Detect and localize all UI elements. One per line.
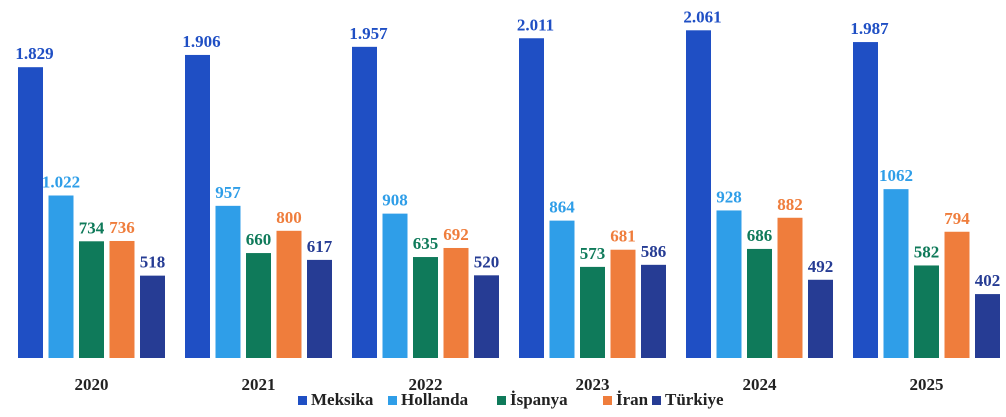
data-label: 1062	[879, 166, 913, 185]
bar	[747, 248, 772, 358]
bar	[883, 189, 909, 358]
bar	[944, 231, 970, 358]
data-label: 794	[944, 209, 970, 228]
bar	[109, 240, 135, 358]
legend-swatch	[298, 396, 307, 405]
bar	[686, 30, 711, 359]
legend-label: Türkiye	[665, 390, 724, 409]
data-label: 1.987	[850, 19, 889, 38]
data-label: 734	[79, 218, 105, 237]
data-label: 686	[747, 226, 773, 245]
legend-swatch	[603, 396, 612, 405]
x-tick-label: 2020	[75, 375, 109, 394]
bar	[808, 279, 833, 358]
x-tick-label: 2023	[576, 375, 610, 394]
data-label: 660	[246, 230, 272, 249]
data-label: 492	[808, 257, 834, 276]
bar	[975, 294, 1000, 358]
data-label: 928	[716, 187, 742, 206]
x-tick-label: 2025	[910, 375, 944, 394]
bar	[580, 266, 605, 358]
bar	[185, 54, 210, 359]
data-label: 864	[549, 198, 575, 217]
data-label: 518	[140, 253, 166, 272]
data-label: 2.061	[683, 7, 721, 26]
bar	[716, 210, 742, 358]
data-label: 1.829	[15, 44, 53, 63]
data-label: 2.011	[517, 15, 554, 34]
data-label: 1.906	[182, 32, 220, 51]
data-label: 957	[215, 183, 241, 202]
legend-label: İspanya	[510, 390, 568, 409]
legend-label: İran	[616, 390, 649, 409]
legend-swatch	[652, 396, 661, 405]
data-label: 617	[307, 237, 333, 256]
bar	[549, 220, 575, 358]
bar	[610, 249, 636, 358]
bar	[641, 264, 666, 358]
bar	[519, 38, 544, 358]
bar	[914, 265, 939, 358]
bar	[443, 247, 469, 358]
bar	[474, 275, 499, 358]
x-tick-label: 2024	[743, 375, 778, 394]
data-label: 882	[777, 195, 803, 214]
data-label: 908	[382, 191, 408, 210]
bar	[413, 257, 438, 358]
x-tick-label: 2021	[242, 375, 276, 394]
data-label: 800	[276, 208, 302, 227]
data-label: 573	[580, 244, 606, 263]
bar	[18, 67, 43, 359]
bar	[307, 259, 332, 358]
data-label: 681	[610, 227, 636, 246]
bar	[215, 205, 241, 358]
bar	[140, 275, 165, 358]
data-label: 1.957	[349, 24, 388, 43]
legend-swatch	[497, 396, 506, 405]
data-label: 402	[975, 271, 1001, 290]
data-label: 736	[109, 218, 135, 237]
bar	[777, 217, 803, 358]
data-label: 1.022	[42, 173, 80, 192]
bar	[853, 42, 878, 358]
bar	[79, 241, 104, 358]
data-label: 582	[914, 242, 940, 261]
legend-label: Hollanda	[401, 390, 469, 409]
data-label: 586	[641, 242, 667, 261]
bar	[48, 195, 74, 358]
data-label: 692	[443, 225, 469, 244]
bar	[246, 253, 271, 358]
data-label: 635	[413, 234, 439, 253]
x-tick-label: 2022	[409, 375, 443, 394]
bar	[382, 213, 408, 358]
bar	[276, 230, 302, 358]
bar	[352, 46, 377, 358]
data-label: 520	[474, 252, 500, 271]
legend-swatch	[388, 396, 397, 405]
legend-label: Meksika	[311, 390, 374, 409]
